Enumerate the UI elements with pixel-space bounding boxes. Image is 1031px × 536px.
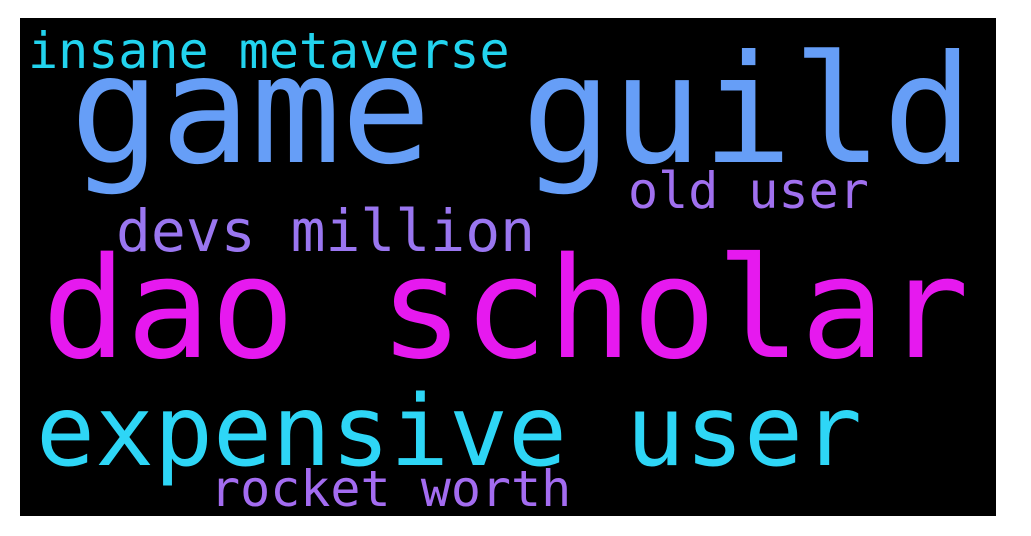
word-expensive-user: expensive user <box>36 375 863 489</box>
word-game-guild: game guild <box>70 24 974 198</box>
word-devs-million: devs million <box>116 197 536 265</box>
word-rocket-worth: rocket worth <box>210 460 572 516</box>
word-insane-metaverse: insane metaverse <box>28 22 510 80</box>
word-dao-scholar: dao scholar <box>42 228 970 391</box>
word-old-user: old user <box>628 162 869 220</box>
wordcloud-canvas: insane metaverse game guild old user dev… <box>20 18 996 516</box>
